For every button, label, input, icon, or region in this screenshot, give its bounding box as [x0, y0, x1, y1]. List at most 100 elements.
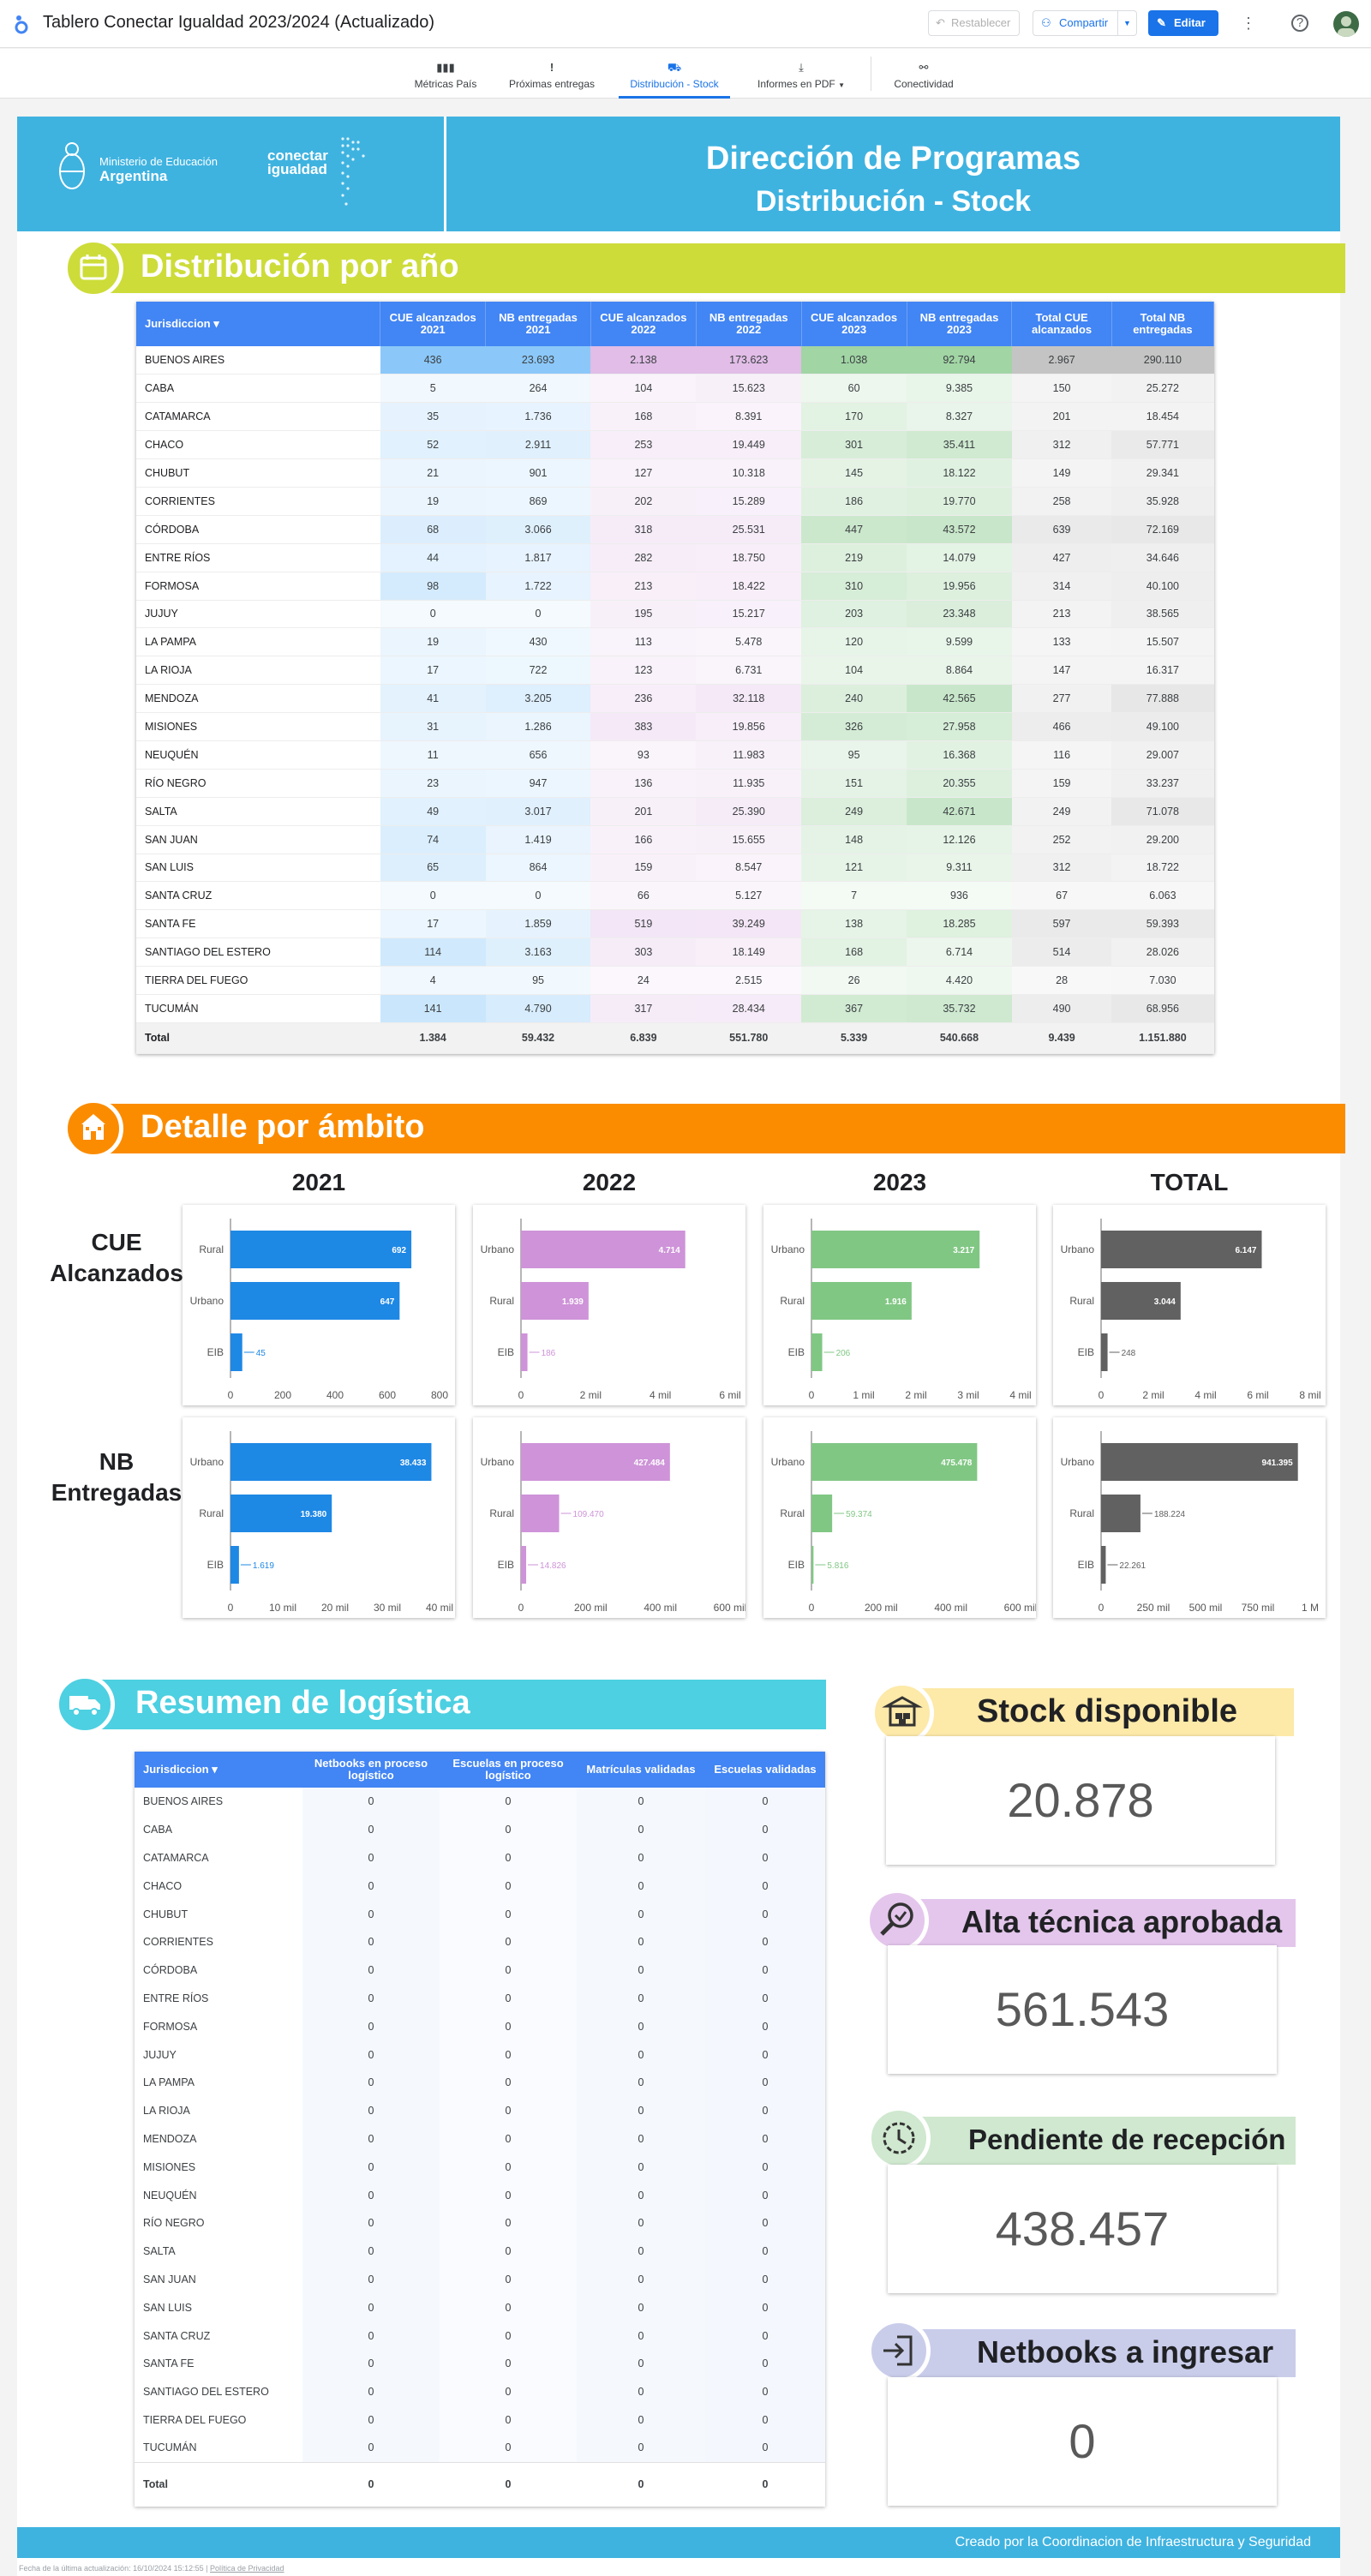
value-cell: 0	[705, 2153, 825, 2182]
column-header[interactable]: Escuelas en proceso logístico	[440, 1752, 577, 1788]
column-header[interactable]: CUE alcanzados 2022	[590, 302, 697, 346]
value-cell: 0	[705, 1927, 825, 1956]
table-row[interactable]: RÍO NEGRO 23 947 136 11.935 151 20.355 159 33.23…	[136, 769, 1214, 798]
tab-distribucion-stock[interactable]: ⛟ Distribución - Stock	[619, 49, 730, 99]
table-row[interactable]: MENDOZA 41 3.205 236 32.118 240 42.565 277 77.88…	[136, 684, 1214, 714]
table-row[interactable]: SANTA CRUZ 0 0 66 5.127 7 936 67 6.063	[136, 881, 1214, 911]
total-cell: 6.839	[590, 1022, 697, 1054]
table-row[interactable]: JUJUY 0 0 195 15.217 203 23.348 213 38.565	[136, 600, 1214, 629]
column-header[interactable]: Total CUE alcanzados	[1011, 302, 1112, 346]
section-band-logistica: Resumen de logística	[55, 1674, 826, 1734]
column-header[interactable]: Jurisdiccion ▾	[135, 1752, 302, 1788]
reset-button[interactable]: ↶ Restablecer	[928, 10, 1020, 36]
table-row[interactable]: LA RIOJA 17 722 123 6.731 104 8.864 147 16.317	[136, 656, 1214, 686]
table-row[interactable]: SANTA FE 0 0 0 0	[135, 2349, 825, 2378]
column-header[interactable]: NB entregadas 2022	[696, 302, 802, 346]
bar	[230, 1546, 239, 1584]
table-row[interactable]: CORRIENTES 19 869 202 15.289 186 19.770 258 35.9…	[136, 487, 1214, 516]
table-row[interactable]: CABA 0 0 0 0	[135, 1815, 825, 1844]
column-header[interactable]: Escuelas validadas	[705, 1752, 825, 1788]
column-header[interactable]: Jurisdiccion ▾	[136, 302, 381, 346]
tab-conectividad[interactable]: ⚯ Conectividad	[883, 49, 965, 99]
jurisdiction-cell: FORMOSA	[136, 572, 380, 601]
column-header[interactable]: Matrículas validadas	[577, 1752, 705, 1788]
table-row[interactable]: TUCUMÁN 141 4.790 317 28.434 367 35.732 490 68.9…	[136, 994, 1214, 1023]
value-cell: 59.393	[1111, 909, 1214, 939]
table-row[interactable]: FORMOSA 98 1.722 213 18.422 310 19.956 314 40.10…	[136, 572, 1214, 601]
table-row[interactable]: TIERRA DEL FUEGO 4 95 24 2.515 26 4.420 28 7.030	[136, 966, 1214, 995]
table-row[interactable]: JUJUY 0 0 0 0	[135, 2040, 825, 2069]
table-row[interactable]: SALTA 0 0 0 0	[135, 2237, 825, 2266]
table-row[interactable]: TUCUMÁN 0 0 0 0	[135, 2434, 825, 2463]
x-tick-label: 10 mil	[269, 1602, 296, 1614]
value-cell: 249	[1011, 797, 1112, 826]
value-cell: 0	[302, 1900, 440, 1928]
value-cell: 1.859	[485, 909, 591, 939]
table-row[interactable]: SAN JUAN 0 0 0 0	[135, 2265, 825, 2294]
more-vert-icon[interactable]: ⋮	[1241, 15, 1256, 32]
table-row[interactable]: SAN LUIS 65 864 159 8.547 121 9.311 312 18.722	[136, 854, 1214, 883]
value-cell: 466	[1011, 712, 1112, 741]
category-label: Urbano	[1061, 1456, 1095, 1468]
column-header[interactable]: NB entregadas 2021	[485, 302, 591, 346]
table-row[interactable]: CABA 5 264 104 15.623 60 9.385 150 25.272	[136, 374, 1214, 404]
table-row[interactable]: CATAMARCA 0 0 0 0	[135, 1843, 825, 1872]
tab-label: Próximas entregas	[508, 78, 596, 90]
table-row[interactable]: NEUQUÉN 11 656 93 11.983 95 16.368 116 29.007	[136, 740, 1214, 770]
table-row[interactable]: MISIONES 0 0 0 0	[135, 2153, 825, 2182]
edit-button[interactable]: ✎ Editar	[1148, 10, 1218, 36]
table-row[interactable]: SANTIAGO DEL ESTERO 114 3.163 303 18.149 168 6…	[136, 938, 1214, 967]
column-header[interactable]: Netbooks en proceso logístico	[302, 1752, 440, 1788]
table-row[interactable]: NEUQUÉN 0 0 0 0	[135, 2181, 825, 2209]
table-row[interactable]: MENDOZA 0 0 0 0	[135, 2124, 825, 2154]
chart-cue-2021: Rural 692 Urbano 647 EIB 45 0 200 400 600 800	[183, 1205, 455, 1405]
table-row[interactable]: BUENOS AIRES 0 0 0 0	[135, 1788, 825, 1816]
x-tick-label: 0	[1099, 1389, 1105, 1401]
value-cell: 430	[485, 627, 591, 657]
table-row[interactable]: CHUBUT 0 0 0 0	[135, 1900, 825, 1928]
table-row[interactable]: ENTRE RÍOS 44 1.817 282 18.750 219 14.079 427 34…	[136, 543, 1214, 572]
x-tick-label: 800	[431, 1389, 448, 1401]
table-row[interactable]: RÍO NEGRO 0 0 0 0	[135, 2208, 825, 2238]
tab-metricas-pais[interactable]: ▮▮▮ Métricas País	[403, 49, 488, 99]
table-row[interactable]: BUENOS AIRES 436 23.693 2.138 173.623 1.038 92…	[136, 346, 1214, 375]
column-header[interactable]: NB entregadas 2023	[907, 302, 1013, 346]
table-row[interactable]: CORRIENTES 0 0 0 0	[135, 1927, 825, 1956]
table-row[interactable]: CÓRDOBA 68 3.066 318 25.531 447 43.572 639 72.16…	[136, 515, 1214, 544]
table-row[interactable]: SAN JUAN 74 1.419 166 15.655 148 12.126 252 29.2…	[136, 825, 1214, 854]
table-row[interactable]: CHACO 52 2.911 253 19.449 301 35.411 312 57.771	[136, 430, 1214, 460]
avatar[interactable]	[1333, 11, 1359, 37]
column-header[interactable]: CUE alcanzados 2021	[380, 302, 487, 346]
column-header[interactable]: CUE alcanzados 2023	[801, 302, 907, 346]
help-icon[interactable]: ?	[1291, 15, 1308, 32]
value-cell: 24	[590, 966, 697, 995]
tab-informes-pdf[interactable]: ⤓ Informes en PDF ▼	[742, 49, 860, 99]
table-row[interactable]: CÓRDOBA 0 0 0 0	[135, 1956, 825, 1985]
table-row[interactable]: TIERRA DEL FUEGO 0 0 0 0	[135, 2405, 825, 2435]
value-cell: 9.385	[907, 374, 1012, 404]
table-row[interactable]: CATAMARCA 35 1.736 168 8.391 170 8.327 201 18.45…	[136, 402, 1214, 432]
table-row[interactable]: SANTIAGO DEL ESTERO 0 0 0 0	[135, 2377, 825, 2406]
report-title[interactable]: Tablero Conectar Igualdad 2023/2024 (Act…	[43, 13, 434, 32]
table-row[interactable]: CHUBUT 21 901 127 10.318 145 18.122 149 29.341	[136, 458, 1214, 488]
table-row[interactable]: MISIONES 31 1.286 383 19.856 326 27.958 466 49.1…	[136, 712, 1214, 741]
table-row[interactable]: FORMOSA 0 0 0 0	[135, 2012, 825, 2041]
table-row[interactable]: LA PAMPA 0 0 0 0	[135, 2068, 825, 2097]
table-row[interactable]: LA PAMPA 19 430 113 5.478 120 9.599 133 15.507	[136, 627, 1214, 657]
share-button[interactable]: ⚇ Compartir ▼	[1033, 10, 1137, 36]
value-cell: 2.911	[485, 430, 591, 460]
column-header[interactable]: Total NB entregadas	[1111, 302, 1215, 346]
table-row[interactable]: SAN LUIS 0 0 0 0	[135, 2293, 825, 2322]
category-label: Rural	[1069, 1295, 1094, 1307]
privacy-link[interactable]: Política de Privacidad	[210, 2564, 284, 2573]
table-row[interactable]: SANTA CRUZ 0 0 0 0	[135, 2321, 825, 2350]
table-row[interactable]: SALTA 49 3.017 201 25.390 249 42.671 249 71.078	[136, 797, 1214, 826]
table-row[interactable]: LA RIOJA 0 0 0 0	[135, 2096, 825, 2125]
table-row[interactable]: ENTRE RÍOS 0 0 0 0	[135, 1984, 825, 2013]
table-row[interactable]: CHACO 0 0 0 0	[135, 1872, 825, 1901]
value-cell: 0	[302, 2405, 440, 2435]
share-dropdown-caret-icon[interactable]: ▼	[1117, 11, 1136, 35]
table-row[interactable]: SANTA FE 17 1.859 519 39.249 138 18.285 597 59.3…	[136, 909, 1214, 939]
tab-proximas-entregas[interactable]: ! Próximas entregas	[499, 49, 605, 99]
value-cell: 0	[577, 2349, 705, 2378]
